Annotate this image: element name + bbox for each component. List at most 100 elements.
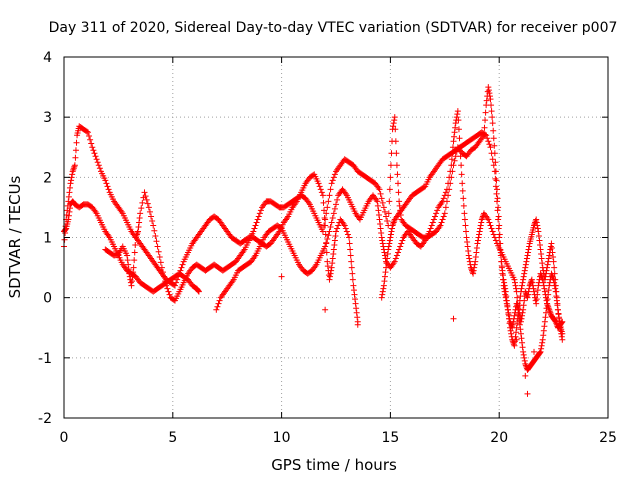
data-point [516, 297, 523, 304]
data-point [482, 117, 489, 124]
data-point [533, 296, 540, 303]
data-point [63, 211, 70, 218]
data-point [520, 276, 527, 283]
data-point [383, 213, 390, 220]
data-point [376, 216, 383, 223]
data-point [145, 204, 152, 211]
data-point [142, 193, 149, 200]
data-point [488, 108, 495, 115]
data-point [126, 270, 133, 277]
data-point [66, 189, 73, 196]
data-point [553, 294, 560, 301]
data-point [433, 210, 440, 217]
data-point [84, 129, 91, 136]
data-point [350, 282, 357, 289]
data-point [451, 129, 458, 136]
data-point [466, 255, 473, 262]
data-point [350, 287, 357, 294]
data-point [513, 329, 520, 336]
data-point [326, 276, 333, 283]
data-point [470, 270, 477, 277]
data-point [386, 186, 393, 193]
data-point [554, 306, 561, 313]
data-point [349, 270, 356, 277]
data-point [512, 333, 519, 340]
data-point [64, 207, 71, 214]
data-point [486, 141, 493, 148]
data-point [377, 225, 384, 232]
data-point [396, 246, 403, 253]
data-point [385, 243, 392, 250]
data-point [454, 108, 461, 115]
data-point [331, 237, 338, 244]
data-point [325, 232, 332, 239]
data-point [516, 321, 523, 328]
series-trace-b [61, 123, 361, 325]
data-point [500, 276, 507, 283]
data-point [496, 234, 503, 241]
data-point [525, 249, 532, 256]
data-point [542, 273, 549, 280]
data-point [383, 264, 390, 271]
data-point [533, 219, 540, 226]
data-point [540, 327, 547, 334]
data-point [195, 287, 202, 294]
data-point [128, 282, 135, 289]
data-point [524, 390, 531, 397]
data-point [387, 162, 394, 169]
data-point [536, 237, 543, 244]
data-point [537, 242, 543, 249]
data-point [558, 330, 565, 337]
data-point [348, 258, 355, 265]
data-point [502, 288, 509, 295]
data-point [94, 159, 101, 166]
data-point [521, 357, 528, 364]
data-point [334, 196, 341, 203]
data-point [158, 264, 165, 271]
data-point [131, 257, 138, 264]
data-point [556, 315, 563, 322]
data-point [354, 314, 361, 321]
y-tick-label: 0 [43, 291, 52, 307]
data-point [557, 324, 564, 331]
data-point [533, 300, 540, 307]
series-trace-a [61, 198, 202, 295]
data-point [543, 267, 550, 274]
data-point [143, 196, 150, 203]
data-point [524, 252, 531, 259]
data-point [455, 126, 462, 133]
data-point [514, 294, 521, 301]
data-point [353, 309, 360, 316]
data-point [346, 234, 353, 241]
data-point [528, 276, 535, 283]
data-point [495, 225, 502, 232]
data-point [397, 243, 404, 250]
series-trace-d [213, 108, 566, 373]
data-point [466, 258, 473, 265]
data-point [552, 285, 559, 292]
data-point [380, 285, 387, 292]
data-point [176, 270, 183, 277]
data-point [519, 344, 526, 351]
data-point [173, 279, 180, 286]
data-point [430, 216, 437, 223]
data-point [446, 174, 453, 181]
data-point [509, 321, 516, 328]
data-point [523, 258, 530, 265]
data-point [323, 249, 330, 256]
data-point [492, 183, 499, 190]
data-point [96, 165, 103, 172]
data-point [341, 222, 348, 229]
data-point [501, 282, 508, 289]
data-point [482, 131, 489, 138]
data-point [502, 294, 509, 301]
data-point [449, 144, 456, 151]
data-point [502, 285, 509, 292]
data-point [332, 232, 339, 239]
data-point [543, 297, 550, 304]
data-point [88, 140, 95, 147]
data-point [378, 294, 385, 301]
data-point [537, 349, 543, 356]
data-point [392, 126, 399, 133]
data-point [333, 201, 339, 208]
